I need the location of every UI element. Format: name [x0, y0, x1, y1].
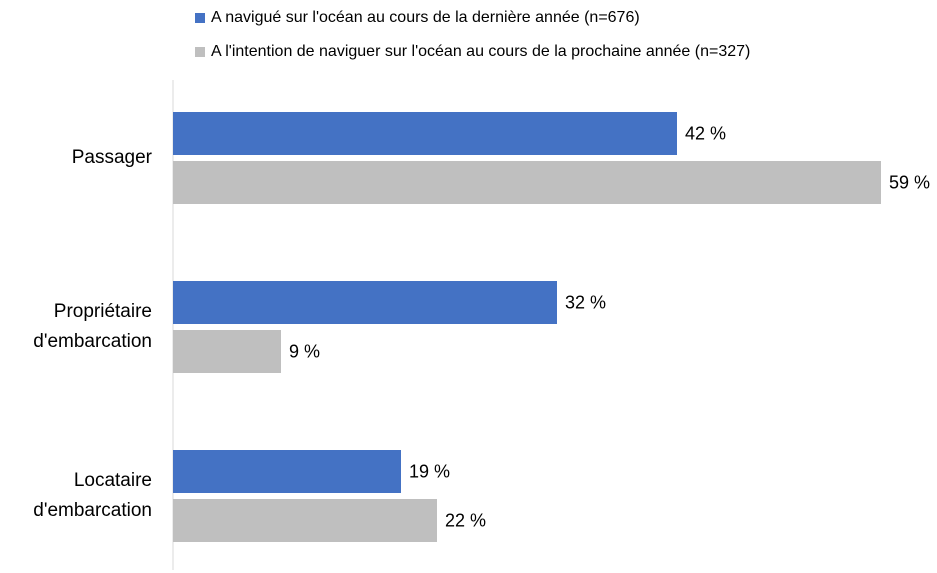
data-label: 42 % — [685, 123, 726, 143]
legend-label: A navigué sur l'océan au cours de la der… — [211, 9, 640, 26]
category-label: Locataire d'embarcation — [33, 470, 152, 521]
bar — [173, 330, 281, 373]
bar — [173, 161, 881, 204]
bar — [173, 112, 677, 155]
data-label: 19 % — [409, 461, 450, 481]
data-label: 32 % — [565, 292, 606, 312]
bar — [173, 281, 557, 324]
data-label: 22 % — [445, 510, 486, 530]
bar — [173, 450, 401, 493]
category-label: Passager — [71, 147, 152, 168]
legend-label: A l'intention de naviguer sur l'océan au… — [211, 43, 750, 60]
legend-swatch — [195, 47, 205, 57]
bar — [173, 499, 437, 542]
legend-swatch — [195, 13, 205, 23]
category-label: Propriétaire d'embarcation — [33, 301, 152, 352]
data-label: 59 % — [889, 172, 930, 192]
data-label: 9 % — [289, 341, 320, 361]
